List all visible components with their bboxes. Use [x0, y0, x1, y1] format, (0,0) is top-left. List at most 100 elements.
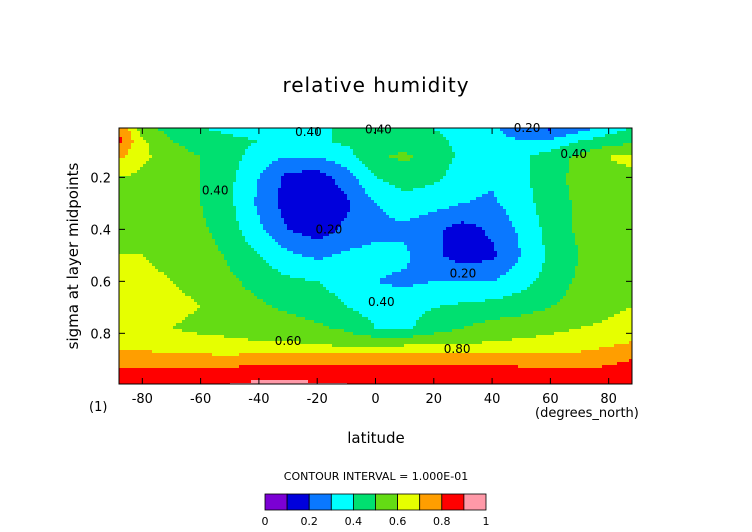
heat-cell: [581, 131, 585, 135]
heat-cell: [578, 146, 582, 150]
heat-cell: [506, 191, 510, 195]
heat-cell: [353, 179, 357, 183]
heat-cell: [218, 179, 222, 183]
heat-cell: [158, 182, 162, 186]
heat-cell: [395, 185, 399, 189]
heat-cell: [188, 176, 192, 180]
heat-cell: [584, 191, 588, 195]
heat-cell: [125, 170, 129, 174]
heat-cell: [473, 137, 477, 141]
heat-cell: [593, 134, 597, 138]
heat-cell: [131, 200, 135, 204]
heat-cell: [563, 143, 567, 147]
heat-cell: [170, 206, 174, 210]
heat-cell: [299, 200, 303, 204]
heat-cell: [239, 155, 243, 159]
heat-cell: [437, 158, 441, 162]
heat-cell: [143, 185, 147, 189]
heat-cell: [590, 191, 594, 195]
heat-cell: [452, 197, 456, 201]
heat-cell: [461, 185, 465, 189]
heat-cell: [581, 155, 585, 159]
heat-cell: [533, 140, 537, 144]
heat-cell: [251, 134, 255, 138]
heat-cell: [449, 209, 453, 213]
heat-cell: [383, 164, 387, 168]
heat-cell: [452, 185, 456, 189]
heat-cell: [224, 134, 228, 138]
heat-cell: [467, 161, 471, 165]
heat-cell: [248, 149, 252, 153]
heat-cell: [263, 197, 267, 201]
heat-cell: [158, 155, 162, 159]
heat-cell: [212, 185, 216, 189]
heat-cell: [188, 164, 192, 168]
heat-cell: [302, 128, 306, 132]
heat-cell: [470, 164, 474, 168]
heat-cell: [428, 200, 432, 204]
heat-cell: [290, 209, 294, 213]
heat-cell: [533, 209, 537, 213]
heat-cell: [446, 158, 450, 162]
heat-cell: [332, 161, 336, 165]
heat-cell: [131, 179, 135, 183]
heat-cell: [365, 131, 369, 135]
heat-cell: [323, 146, 327, 150]
heat-cell: [197, 164, 201, 168]
heat-cell: [374, 134, 378, 138]
heat-cell: [593, 167, 597, 171]
heat-cell: [290, 155, 294, 159]
heat-cell: [263, 188, 267, 192]
heat-cell: [530, 131, 534, 135]
heat-cell: [257, 176, 261, 180]
heat-cell: [230, 137, 234, 141]
heat-cell: [566, 197, 570, 201]
heat-cell: [395, 194, 399, 198]
heat-cell: [128, 167, 132, 171]
heat-cell: [452, 152, 456, 156]
heat-cell: [479, 188, 483, 192]
heat-cell: [146, 179, 150, 183]
heat-cell: [512, 143, 516, 147]
heat-cell: [557, 152, 561, 156]
heat-cell: [587, 179, 591, 183]
heat-cell: [287, 185, 291, 189]
heat-cell: [437, 131, 441, 135]
heat-cell: [245, 176, 249, 180]
heat-cell: [407, 206, 411, 210]
heat-cell: [380, 152, 384, 156]
heat-cell: [431, 197, 435, 201]
heat-cell: [173, 170, 177, 174]
heat-cell: [179, 191, 183, 195]
heat-cell: [242, 188, 246, 192]
heat-cell: [173, 197, 177, 201]
heat-cell: [215, 170, 219, 174]
heat-cell: [461, 200, 465, 204]
heat-cell: [119, 152, 123, 156]
heat-cell: [521, 131, 525, 135]
heat-cell: [320, 185, 324, 189]
heat-cell: [212, 137, 216, 141]
heat-cell: [356, 200, 360, 204]
heat-cell: [293, 161, 297, 165]
heat-cell: [272, 212, 276, 216]
heat-cell: [599, 146, 603, 150]
heat-cell: [461, 134, 465, 138]
heat-cell: [137, 188, 141, 192]
heat-cell: [359, 146, 363, 150]
heat-cell: [302, 140, 306, 144]
heat-cell: [200, 203, 204, 207]
heat-cell: [284, 143, 288, 147]
heat-cell: [164, 200, 168, 204]
heat-cell: [257, 170, 261, 174]
heat-cell: [293, 167, 297, 171]
heat-cell: [473, 134, 477, 138]
heat-cell: [278, 197, 282, 201]
heat-cell: [200, 155, 204, 159]
heat-cell: [173, 164, 177, 168]
heat-cell: [485, 197, 489, 201]
heat-cell: [527, 161, 531, 165]
heat-cell: [608, 185, 612, 189]
heat-cell: [362, 140, 366, 144]
heat-cell: [128, 176, 132, 180]
